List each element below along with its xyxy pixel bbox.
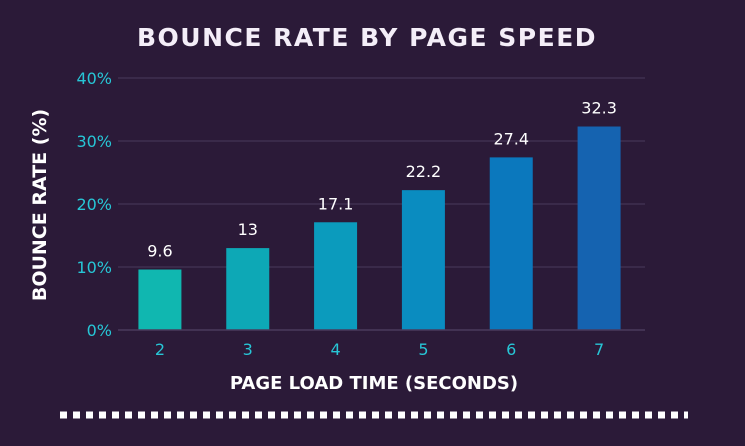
y-axis-label: BOUNCE RATE (%) — [29, 109, 51, 301]
bar-value-label: 27.4 — [493, 129, 529, 148]
y-tick-label: 10% — [76, 258, 112, 277]
bar — [577, 126, 621, 330]
x-axis-ticks: 2 3 4 5 6 7 — [155, 340, 604, 359]
bar — [314, 222, 358, 330]
x-tick-label: 2 — [155, 340, 165, 359]
y-tick-label: 30% — [76, 132, 112, 151]
x-tick-label: 6 — [506, 340, 516, 359]
bar — [226, 248, 270, 330]
bar-value-label: 9.6 — [147, 242, 172, 261]
gridlines — [118, 77, 645, 268]
bar — [401, 190, 445, 330]
x-tick-label: 3 — [243, 340, 253, 359]
y-tick-label: 0% — [87, 321, 112, 340]
bar — [138, 269, 182, 330]
bar-value-label: 22.2 — [406, 162, 442, 181]
bar-value-label: 17.1 — [318, 194, 354, 213]
y-tick-label: 20% — [76, 195, 112, 214]
y-axis-ticks: 0% 10% 20% 30% 40% — [76, 69, 112, 340]
y-tick-label: 40% — [76, 69, 112, 88]
value-labels: 9.6 13 17.1 22.2 27.4 32.3 — [147, 99, 617, 261]
bar-value-label: 13 — [238, 220, 258, 239]
x-tick-label: 4 — [330, 340, 340, 359]
chart-title: BOUNCE RATE BY PAGE SPEED — [137, 23, 597, 52]
x-tick-label: 7 — [594, 340, 604, 359]
bar — [489, 157, 533, 330]
x-axis-label: PAGE LOAD TIME (SECONDS) — [230, 373, 518, 394]
bar-value-label: 32.3 — [581, 99, 617, 118]
x-tick-label: 5 — [418, 340, 428, 359]
bars — [138, 126, 621, 330]
